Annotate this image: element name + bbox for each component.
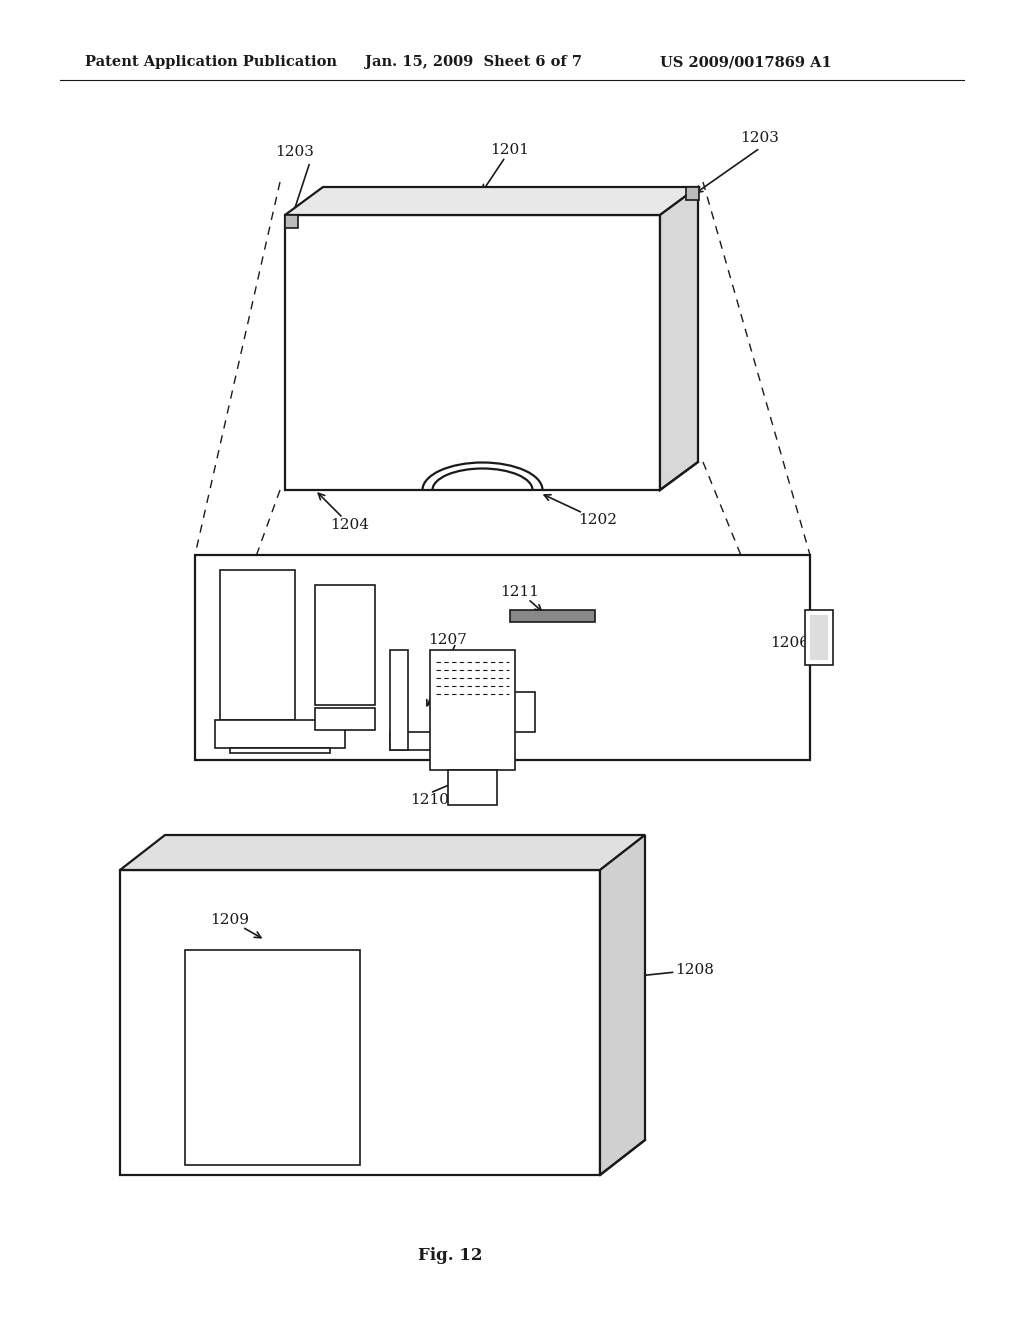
Bar: [430, 649, 515, 770]
Text: 1210: 1210: [411, 793, 450, 807]
Polygon shape: [660, 187, 698, 490]
Bar: [390, 649, 408, 750]
Text: 1206: 1206: [770, 636, 810, 649]
Text: 1211: 1211: [501, 585, 542, 611]
Bar: [805, 610, 833, 665]
Bar: [685, 186, 698, 199]
Bar: [220, 570, 295, 719]
Text: 1203: 1203: [740, 131, 779, 145]
Bar: [185, 950, 360, 1166]
Text: 1201: 1201: [482, 143, 529, 191]
Bar: [810, 615, 828, 660]
Bar: [215, 719, 345, 748]
Polygon shape: [285, 187, 698, 215]
Text: 1208: 1208: [604, 964, 715, 982]
Bar: [315, 585, 375, 705]
Bar: [120, 870, 600, 1175]
Polygon shape: [120, 836, 645, 870]
Bar: [390, 733, 510, 750]
Text: 1203: 1203: [275, 145, 314, 158]
Text: Jan. 15, 2009  Sheet 6 of 7: Jan. 15, 2009 Sheet 6 of 7: [365, 55, 582, 69]
Bar: [492, 692, 535, 733]
Text: 1207: 1207: [429, 634, 467, 647]
Text: US 2009/0017869 A1: US 2009/0017869 A1: [660, 55, 831, 69]
Text: 1202: 1202: [544, 495, 617, 527]
Text: Fig. 12: Fig. 12: [418, 1246, 482, 1263]
Text: 1209: 1209: [211, 913, 261, 937]
Text: 1212: 1212: [459, 693, 498, 717]
Polygon shape: [600, 836, 645, 1175]
Bar: [315, 708, 375, 730]
Text: 1204: 1204: [318, 494, 370, 532]
Bar: [285, 215, 660, 490]
Bar: [449, 770, 497, 805]
Text: Patent Application Publication: Patent Application Publication: [85, 55, 337, 69]
Bar: [510, 610, 595, 622]
Bar: [285, 214, 298, 227]
Bar: [230, 748, 330, 752]
Bar: [195, 554, 810, 760]
